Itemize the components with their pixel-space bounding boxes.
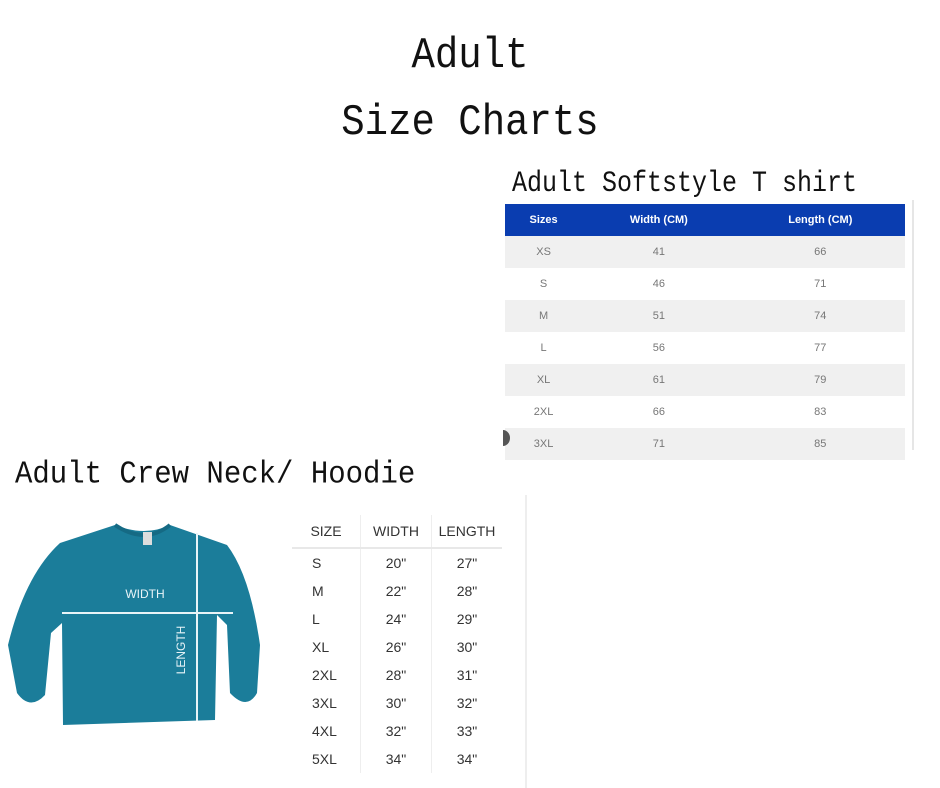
table-cell: 34"	[431, 745, 502, 773]
page-title: Adult Size Charts	[0, 22, 940, 156]
crew-size-chart: WIDTH LENGTH SIZE WIDTH LENGTH S 20" 27" M 22"…	[5, 495, 527, 788]
table-cell: 74	[735, 300, 905, 332]
column-header: SIZE	[292, 515, 361, 549]
table-row: XL 61 79	[505, 364, 905, 396]
table-row: 4XL 32" 33"	[292, 717, 502, 745]
table-cell: M	[312, 583, 324, 599]
table-cell: 71	[582, 428, 736, 460]
length-label: LENGTH	[174, 626, 188, 675]
column-header: Width (CM)	[582, 204, 736, 236]
table-cell: M	[505, 300, 583, 332]
table-cell: 77	[814, 342, 827, 354]
table-cell: 79	[735, 364, 905, 396]
table-cell: 26"	[360, 633, 432, 661]
table-row: 3XL 71 85	[505, 428, 905, 460]
table-cell: L	[540, 342, 547, 354]
table-cell: 46	[652, 278, 665, 290]
table-cell: 66	[735, 236, 905, 268]
table-row: 5XL 34" 34"	[292, 745, 502, 773]
sweatshirt-image: WIDTH LENGTH	[8, 523, 260, 725]
column-header: Length (CM)	[735, 204, 905, 236]
table-row: M 51 74	[505, 300, 905, 332]
table-cell: XL	[505, 364, 583, 396]
table-row: 2XL 66 83	[505, 396, 905, 428]
table-cell: 56	[652, 342, 665, 354]
divider	[912, 200, 914, 450]
table-cell: 29"	[431, 605, 502, 633]
column-header: Sizes	[505, 204, 583, 236]
table-cell: 5XL	[312, 751, 337, 767]
table-row: 2XL 28" 31"	[292, 661, 502, 689]
sweatshirt-shape	[8, 525, 260, 725]
overlay-button-icon	[503, 430, 510, 446]
table-cell: XS	[505, 236, 583, 268]
table-cell: XL	[312, 639, 330, 655]
table-cell: 85	[735, 428, 905, 460]
table-cell: L	[312, 611, 320, 627]
title-line-1: Adult	[411, 30, 529, 81]
column-header: WIDTH	[360, 515, 432, 549]
table-cell: 22"	[360, 577, 432, 605]
title-line-2: Size Charts	[341, 98, 599, 148]
column-header: LENGTH	[431, 515, 502, 549]
table-row: M 22" 28"	[292, 577, 502, 605]
table-row: XL 26" 30"	[292, 633, 502, 661]
table-cell: S	[539, 278, 548, 290]
table-row: S 20" 27"	[292, 548, 502, 577]
table-cell: 71	[814, 278, 827, 290]
table-cell: 30"	[360, 689, 432, 717]
table-cell: 27"	[431, 548, 502, 577]
table-cell: 2XL	[312, 667, 337, 683]
table-cell: 30"	[431, 633, 502, 661]
table-row: S 46 71	[505, 268, 905, 300]
table-cell: 41	[582, 236, 736, 268]
table-cell: 3XL	[505, 428, 583, 460]
header-row: Sizes Width (CM) Length (CM)	[505, 204, 905, 236]
table-cell: 33"	[431, 717, 502, 745]
crew-size-table: SIZE WIDTH LENGTH S 20" 27" M 22" 28" L 24" 29" XL 2…	[292, 515, 502, 773]
table-cell: 4XL	[312, 723, 337, 739]
table-cell: 34"	[360, 745, 432, 773]
table-row: 3XL 30" 32"	[292, 689, 502, 717]
table-cell: 31"	[431, 661, 502, 689]
table-cell: 51	[582, 300, 736, 332]
crew-title: Adult Crew Neck/ Hoodie	[15, 456, 416, 493]
table-cell: 2XL	[533, 406, 554, 418]
table-row: L 24" 29"	[292, 605, 502, 633]
table-cell: 28"	[431, 577, 502, 605]
width-label: WIDTH	[125, 587, 164, 601]
table-cell: S	[312, 555, 322, 571]
table-row: XS 41 66	[505, 236, 905, 268]
table-cell: 28"	[360, 661, 432, 689]
table-cell: 20"	[360, 548, 432, 577]
table-cell: 66	[652, 406, 665, 418]
table-cell: 3XL	[312, 695, 337, 711]
table-cell: 83	[814, 406, 827, 418]
table-cell: 24"	[360, 605, 432, 633]
table-cell: 61	[582, 364, 736, 396]
table-cell: 32"	[360, 717, 432, 745]
table-row: L 56 77	[505, 332, 905, 364]
softstyle-title: Adult Softstyle T shirt	[512, 166, 858, 201]
table-cell: 32"	[431, 689, 502, 717]
softstyle-size-table: Sizes Width (CM) Length (CM) XS 41 66 S 46 71 M 5…	[505, 204, 905, 460]
